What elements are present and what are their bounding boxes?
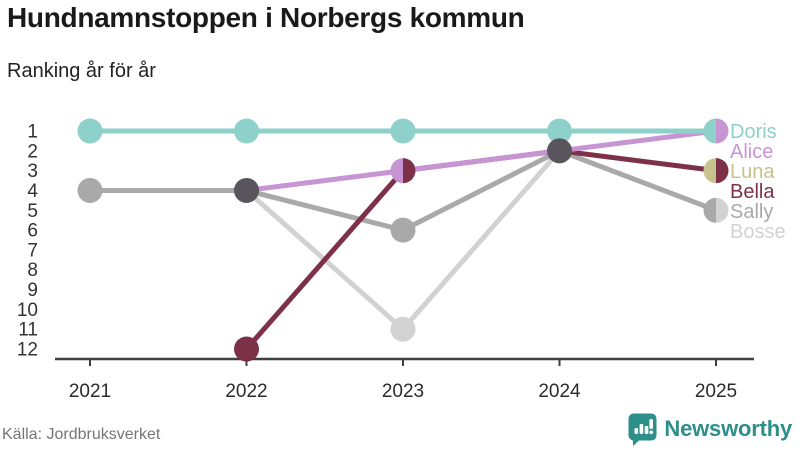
newsworthy-logo-icon xyxy=(628,413,657,446)
series-line-bosse xyxy=(244,147,719,333)
data-dot-half-alice xyxy=(716,118,729,144)
data-dot-tie xyxy=(547,138,572,164)
data-dot-doris xyxy=(547,118,572,144)
x-tick-label: 2022 xyxy=(225,381,267,402)
legend-label-doris: Doris xyxy=(730,121,777,143)
x-tick-label: 2025 xyxy=(695,381,737,402)
data-dot-doris xyxy=(390,118,416,144)
y-tick-label: 2 xyxy=(27,141,38,162)
y-tick-label: 10 xyxy=(17,300,38,321)
y-tick-label: 7 xyxy=(27,240,38,261)
legend-label-alice: Alice xyxy=(730,141,773,163)
data-dot-half-bella xyxy=(716,158,729,184)
y-tick-label: 5 xyxy=(27,201,38,222)
page-title: Hundnamnstoppen i Norbergs kommun xyxy=(7,2,525,33)
legend-label-bella: Bella xyxy=(730,181,775,203)
data-dot-half-doris xyxy=(703,118,716,144)
y-tick-label: 11 xyxy=(18,320,38,341)
newsworthy-wordmark: Newsworthy xyxy=(664,416,792,441)
y-tick-label: 8 xyxy=(27,260,38,281)
legend-label-luna: Luna xyxy=(730,161,775,183)
y-tick-label: 6 xyxy=(27,221,38,242)
data-dot-sally xyxy=(390,217,416,243)
y-tick-label: 9 xyxy=(27,280,38,301)
data-dot-sally xyxy=(77,177,103,203)
data-dot-half-bella xyxy=(403,158,416,184)
data-dot-doris xyxy=(234,118,259,144)
x-tick-label: 2021 xyxy=(69,381,111,402)
data-dot-half-bosse xyxy=(716,197,729,223)
series-line-alice xyxy=(244,128,719,193)
data-dot-half-luna xyxy=(703,158,716,184)
chart-subtitle: Ranking år för år xyxy=(7,60,156,82)
data-dot-doris xyxy=(77,118,103,144)
data-dot-tie xyxy=(234,177,259,203)
source-note: Källa: Jordbruksverket xyxy=(2,426,161,443)
legend-label-bosse: Bosse xyxy=(730,221,786,243)
data-dot-bella xyxy=(234,336,259,362)
y-tick-label: 3 xyxy=(27,161,38,182)
x-tick-label: 2024 xyxy=(538,381,581,402)
newsworthy-logo[interactable]: Newsworthy xyxy=(627,412,792,446)
x-tick-label: 2023 xyxy=(382,381,424,402)
y-tick-label: 1 xyxy=(27,122,38,143)
y-tick-label: 12 xyxy=(17,340,38,361)
data-dot-half-alice xyxy=(390,158,403,184)
data-dot-bosse xyxy=(390,316,416,342)
legend-label-sally: Sally xyxy=(730,201,773,223)
data-dot-half-sally xyxy=(703,197,716,223)
y-tick-label: 4 xyxy=(27,181,38,202)
